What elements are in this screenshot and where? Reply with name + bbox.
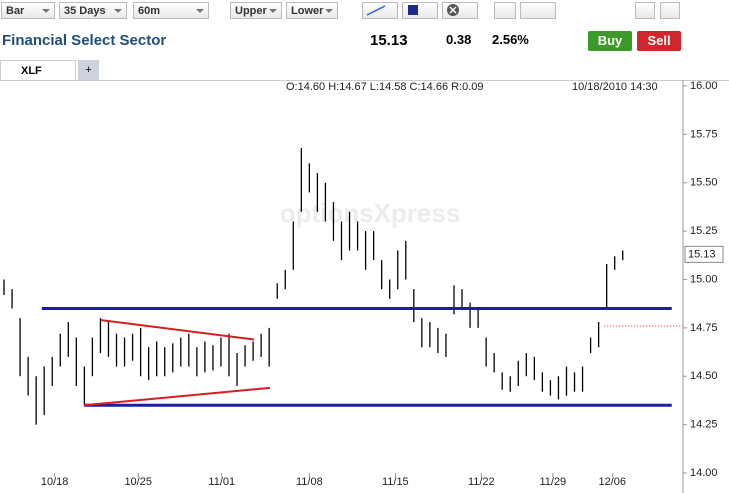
chart: O:14.60 H:14.67 L:14.58 C:14.66 R:0.09 1… (3, 80, 724, 493)
sell-button[interactable]: Sell (637, 31, 681, 51)
range-select[interactable]: 35 Days (59, 2, 127, 19)
change: 0.38 (446, 32, 472, 47)
interval-select[interactable]: 60m (133, 2, 209, 19)
x-tick-label: 10/25 (124, 476, 152, 488)
delete-tool[interactable] (442, 2, 478, 19)
style-select[interactable]: Bar (1, 2, 55, 19)
x-tick-label: 11/22 (468, 476, 495, 488)
x-tick-label: 11/15 (382, 476, 409, 488)
lower-select[interactable]: Lower (286, 2, 338, 19)
y-tick-label: 16.00 (690, 80, 718, 92)
y-tick-label: 15.00 (690, 273, 718, 285)
icon (447, 4, 459, 16)
window-tool[interactable] (635, 2, 655, 19)
buy-button[interactable]: Buy (588, 31, 632, 51)
popout-tool[interactable] (660, 2, 680, 19)
save-tool[interactable] (520, 2, 556, 19)
color-tool[interactable] (402, 2, 438, 19)
last-price: 15.13 (370, 32, 408, 49)
x-tick-label: 10/18 (41, 476, 69, 488)
y-tick-label: 15.25 (690, 225, 718, 237)
y-tick-label: 14.25 (690, 419, 718, 431)
add-tab[interactable]: + (78, 60, 99, 80)
icon (408, 5, 418, 15)
y-tick-label: 15.75 (690, 128, 718, 140)
last-price-label: 15.13 (688, 248, 716, 260)
watermark: optionsXpress (280, 198, 461, 228)
y-tick-label: 14.00 (690, 467, 718, 479)
trend-line (83, 386, 271, 407)
ohlc-info: O:14.60 H:14.67 L:14.58 C:14.66 R:0.09 (286, 81, 484, 93)
trend-line (100, 319, 255, 341)
x-tick-label: 11/08 (296, 476, 323, 488)
x-tick-label: 12/06 (599, 476, 627, 488)
upper-select[interactable]: Upper (230, 2, 282, 19)
draw-tool[interactable] (362, 2, 398, 19)
y-tick-label: 14.75 (690, 322, 718, 334)
symbol-title: Financial Select Sector (2, 32, 167, 49)
y-tick-label: 14.50 (690, 370, 718, 382)
icon (366, 5, 386, 16)
tab[interactable]: XLF (0, 60, 76, 80)
change-pct: 2.56% (492, 32, 529, 47)
settings-tool[interactable] (494, 2, 516, 19)
timestamp: 10/18/2010 14:30 (572, 81, 658, 93)
y-tick-label: 15.50 (690, 177, 718, 189)
x-tick-label: 11/01 (208, 476, 235, 488)
x-tick-label: 11/29 (539, 476, 566, 488)
tab-bar: XLF + (0, 60, 729, 81)
last-price-box (684, 245, 724, 263)
